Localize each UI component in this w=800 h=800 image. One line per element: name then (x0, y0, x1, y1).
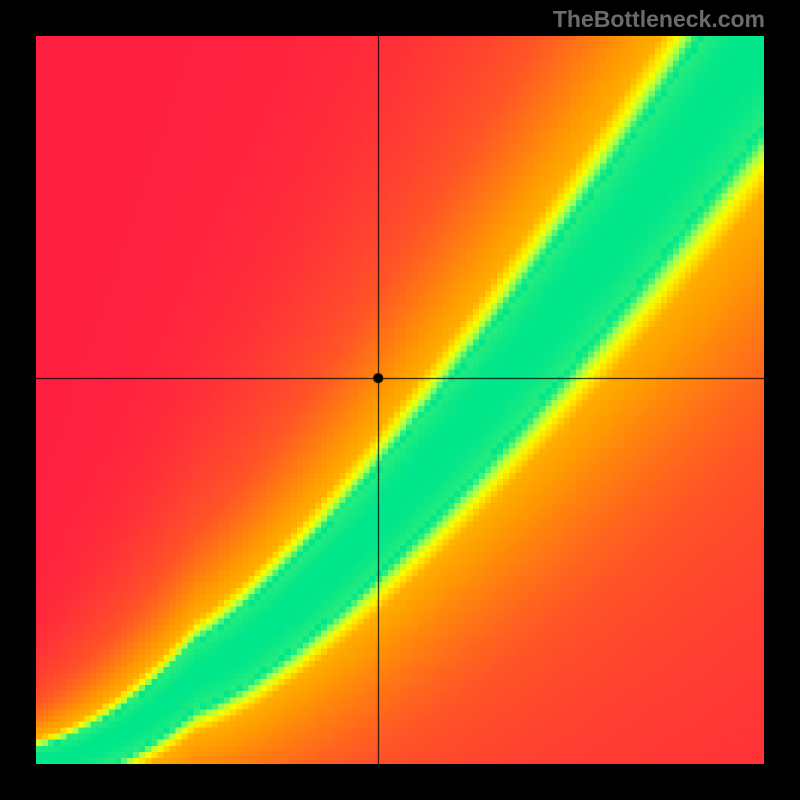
bottleneck-heatmap (36, 36, 764, 764)
watermark-text: TheBottleneck.com (553, 6, 765, 33)
chart-container: TheBottleneck.com (0, 0, 800, 800)
